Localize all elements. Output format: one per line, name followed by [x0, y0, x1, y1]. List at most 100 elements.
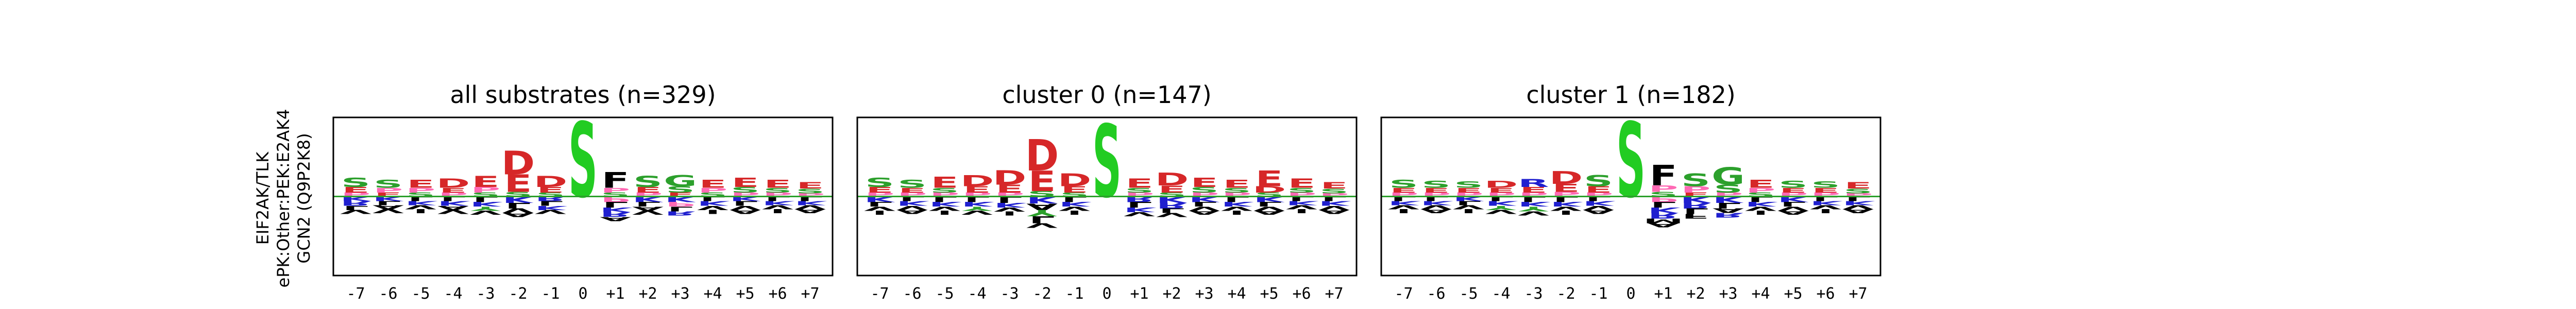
residue-D: D	[993, 167, 1026, 190]
residue-V: V	[1745, 205, 1777, 212]
residue-K: K	[437, 200, 470, 208]
position-tick-label: -5	[411, 285, 430, 303]
position-tick-label: -6	[1427, 285, 1445, 303]
position-tick-label: -3	[1000, 285, 1019, 303]
residue-E: E	[537, 185, 565, 194]
residue-K: K	[600, 206, 633, 214]
position-tick-label: +5	[736, 285, 754, 303]
residue-V: V	[1059, 205, 1091, 212]
residue-E: E	[699, 178, 727, 190]
residue-V: V	[1286, 204, 1318, 210]
residue-S: S	[1125, 186, 1154, 194]
residue-E: E	[472, 173, 500, 191]
residue-P: P	[795, 193, 825, 198]
residue-S: S	[1843, 187, 1873, 195]
position-tick-label: +2	[1162, 285, 1181, 303]
position-tick-label: +5	[1784, 285, 1802, 303]
residue-P: P	[1746, 186, 1776, 194]
residue-D: D	[501, 144, 535, 182]
residue-A: A	[372, 204, 404, 210]
residue-S: S	[897, 178, 927, 190]
residue-I: I	[1396, 208, 1411, 214]
residue-E: E	[1126, 176, 1154, 191]
residue-V: V	[340, 209, 372, 215]
position-tick-label: +1	[1654, 285, 1672, 303]
position-tick-label: 0	[578, 285, 587, 303]
residue-P: P	[471, 185, 501, 194]
panel-title: all substrates (n=329)	[450, 81, 716, 109]
residue-S: S	[1454, 180, 1483, 190]
residue-S: S	[1287, 186, 1316, 194]
residue-K: K	[1485, 200, 1518, 208]
panel-frame	[856, 116, 1358, 277]
residue-S: S	[731, 185, 760, 194]
residue-V: V	[697, 204, 729, 211]
residue-K: K	[929, 200, 962, 208]
residue-E: E	[996, 182, 1024, 195]
residue-L: L	[1191, 200, 1217, 208]
residue-V: V	[1189, 205, 1221, 212]
residue-D: D	[960, 173, 994, 190]
position-tick-label: -1	[1589, 285, 1607, 303]
residue-I: I	[1294, 208, 1309, 214]
position-tick-label: -7	[1394, 285, 1413, 303]
residue-A: A	[437, 204, 469, 211]
panel-title: cluster 1 (n=182)	[1526, 81, 1735, 109]
residue-V: V	[1124, 211, 1156, 217]
residue-Y: Y	[962, 205, 993, 212]
residue-K: K	[1286, 200, 1319, 206]
residue-D: D	[1252, 184, 1286, 194]
residue-Y: Y	[470, 205, 501, 212]
residue-A: A	[730, 209, 761, 215]
residue-V: V	[405, 204, 437, 210]
residue-K: K	[1745, 200, 1778, 208]
residue-A: A	[794, 208, 826, 214]
residue-E: E	[1812, 186, 1840, 194]
residue-D: D	[1058, 170, 1091, 191]
residue-P: P	[406, 186, 436, 194]
position-tick-label: -6	[379, 285, 397, 303]
position-tick-label: -4	[968, 285, 986, 303]
residue-L: L	[1650, 200, 1676, 209]
position-tick-label: +1	[1130, 285, 1148, 303]
residue-V: V	[864, 205, 896, 212]
residue-R: R	[1518, 177, 1549, 190]
residue-E: E	[764, 178, 792, 190]
residue-P: P	[666, 200, 696, 208]
position-tick-label: +4	[1751, 285, 1770, 303]
position-tick-label: +7	[1325, 285, 1343, 303]
position-tick-label: -6	[903, 285, 921, 303]
residue-K: K	[1550, 200, 1583, 208]
residue-L: L	[1256, 200, 1282, 208]
residue-A: A	[1189, 210, 1221, 216]
residue-K: K	[1059, 200, 1092, 208]
residue-E: E	[1288, 176, 1316, 191]
residue-D: D	[436, 176, 470, 191]
residue-S: S	[1811, 180, 1840, 190]
position-tick-label: -4	[444, 285, 462, 303]
residue-F: F	[602, 167, 630, 193]
residue-S: S	[1778, 179, 1808, 190]
residue-R: R	[1713, 212, 1744, 219]
residue-P: P	[1649, 184, 1679, 194]
residue-L: L	[732, 200, 758, 208]
position-tick-label: +3	[1195, 285, 1213, 303]
position-tick-label: -2	[509, 285, 527, 303]
residue-D: D	[534, 173, 567, 191]
position-tick-label: +6	[1292, 285, 1311, 303]
residue-V: V	[1842, 204, 1874, 210]
residue-I: I	[413, 208, 428, 214]
residue-I: I	[1002, 210, 1017, 216]
residue-I: I	[872, 210, 887, 216]
residue-L: L	[867, 200, 892, 208]
residue-L: L	[375, 200, 401, 206]
residue-Y: Y	[1486, 204, 1517, 211]
residue-K: K	[1318, 200, 1351, 208]
position-tick-label: +2	[638, 285, 657, 303]
position-tick-label: +7	[801, 285, 819, 303]
residue-V: V	[1777, 205, 1809, 212]
residue-V: V	[730, 204, 761, 211]
residue-I: I	[1753, 210, 1768, 216]
residue-S: S	[568, 101, 598, 221]
